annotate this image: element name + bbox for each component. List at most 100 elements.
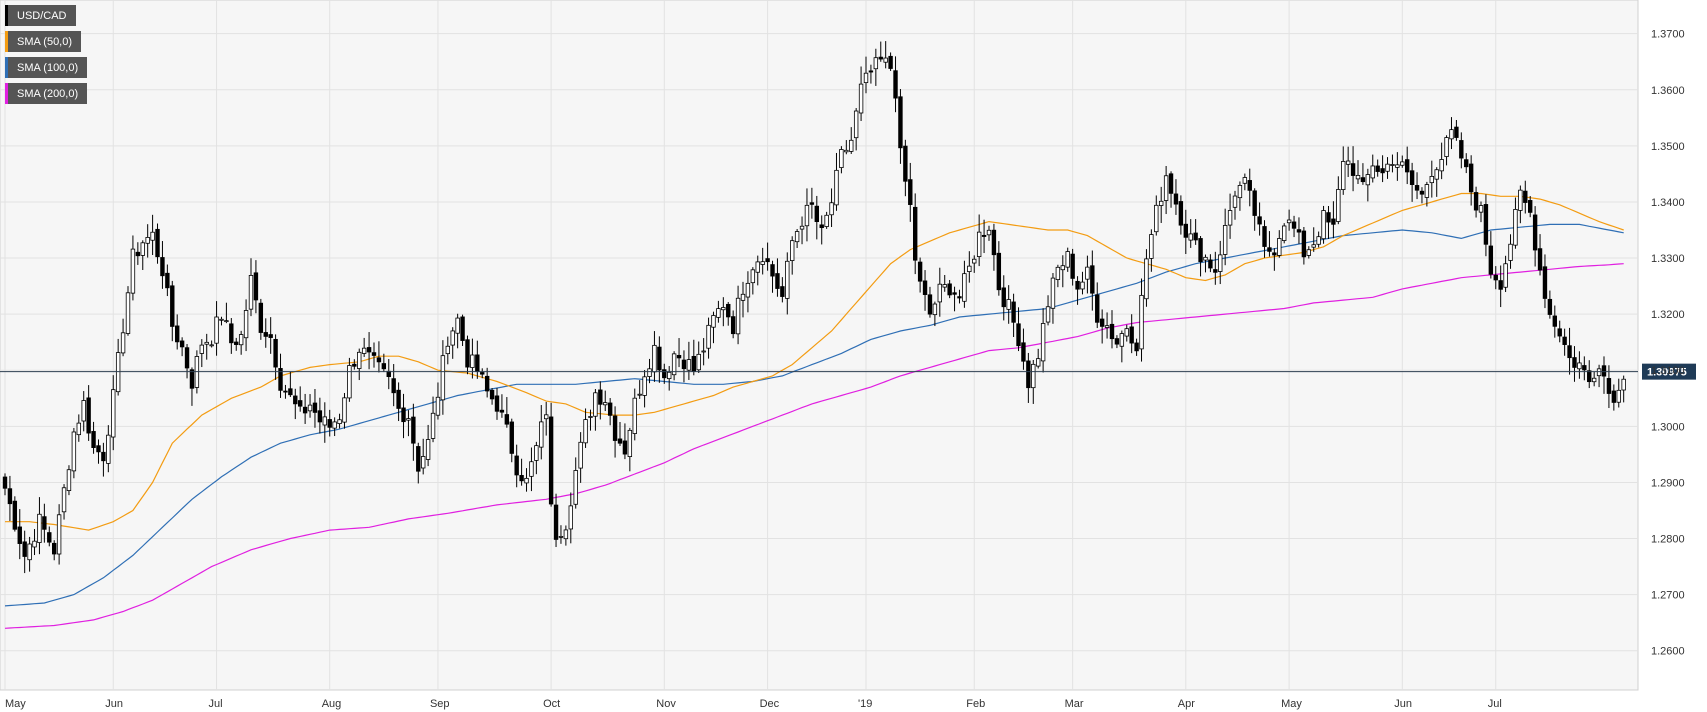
candle bbox=[1326, 205, 1331, 239]
candle-body bbox=[1321, 210, 1326, 240]
candle-body bbox=[189, 369, 195, 389]
candle bbox=[730, 310, 736, 339]
candle bbox=[401, 393, 406, 439]
candle-body bbox=[553, 504, 559, 540]
candle bbox=[1282, 223, 1287, 244]
candle-body bbox=[1021, 342, 1026, 362]
candle bbox=[32, 529, 37, 556]
candle bbox=[706, 317, 711, 359]
candle bbox=[170, 280, 175, 342]
candle-body bbox=[460, 316, 465, 341]
candle bbox=[489, 388, 495, 405]
candle-body bbox=[1055, 266, 1061, 280]
candle-body bbox=[883, 57, 888, 63]
candle-body bbox=[253, 272, 259, 301]
y-tick-label: 1.3500 bbox=[1651, 141, 1685, 153]
candle bbox=[873, 48, 879, 86]
legend-swatch-sma-50 bbox=[5, 31, 8, 52]
candle bbox=[1291, 215, 1297, 238]
candle bbox=[804, 188, 810, 242]
legend-item-sma-200[interactable]: SMA (200,0) bbox=[5, 83, 88, 104]
candle bbox=[932, 301, 938, 327]
candle-body bbox=[588, 416, 593, 418]
x-tick-label: Oct bbox=[543, 698, 560, 710]
candle bbox=[7, 475, 13, 522]
candle-body bbox=[135, 251, 141, 257]
candle bbox=[1316, 231, 1321, 248]
x-tick-label: Mar bbox=[1065, 698, 1084, 710]
candle bbox=[1513, 197, 1518, 249]
candle bbox=[780, 277, 785, 303]
candle-body bbox=[484, 375, 490, 392]
candle bbox=[1065, 247, 1070, 272]
candle bbox=[1567, 327, 1572, 375]
candle bbox=[297, 386, 303, 412]
candle-body bbox=[1385, 163, 1390, 172]
candle bbox=[179, 337, 185, 357]
x-axis: May Jun Jul Aug Sep Oct Nov Dec '19 Feb Mar Apr May J… bbox=[5, 698, 1502, 710]
candle-body bbox=[765, 258, 770, 263]
candle-body bbox=[908, 179, 913, 205]
candle-body bbox=[273, 338, 278, 368]
x-tick-label: Jun bbox=[1394, 698, 1412, 710]
candle-body bbox=[952, 292, 957, 295]
candle bbox=[942, 274, 947, 292]
candle-body bbox=[814, 205, 819, 223]
candle bbox=[1242, 173, 1248, 191]
candle bbox=[799, 216, 805, 245]
candle-body bbox=[1134, 342, 1139, 352]
candle bbox=[617, 422, 623, 446]
candle bbox=[1016, 307, 1021, 352]
legend-item-sma-100[interactable]: SMA (100,0) bbox=[5, 57, 88, 78]
candle-body bbox=[1188, 233, 1193, 241]
candle bbox=[1483, 194, 1489, 257]
candle-body bbox=[32, 540, 37, 548]
candle bbox=[42, 503, 47, 543]
candle bbox=[273, 334, 278, 380]
legend-item-sma-50[interactable]: SMA (50,0) bbox=[5, 31, 82, 52]
candle-body bbox=[174, 325, 180, 343]
candle-body bbox=[450, 330, 455, 346]
candle-body bbox=[750, 269, 756, 284]
candle bbox=[1405, 146, 1410, 185]
candle bbox=[755, 255, 760, 286]
candle-body bbox=[1370, 165, 1375, 179]
candle-body bbox=[514, 455, 519, 476]
candle bbox=[396, 382, 401, 422]
chart-legend: USD/CAD SMA (50,0) SMA (100,0) SMA (200,… bbox=[5, 5, 88, 109]
candle-body bbox=[947, 283, 952, 296]
legend-item-usdcad[interactable]: USD/CAD bbox=[5, 5, 76, 26]
candle bbox=[603, 390, 608, 412]
candle bbox=[563, 525, 569, 546]
candles bbox=[2, 41, 1626, 574]
candle-body bbox=[976, 231, 982, 257]
candle bbox=[1306, 246, 1311, 259]
candle-body bbox=[898, 96, 903, 149]
candle-body bbox=[770, 264, 775, 277]
candle-body bbox=[22, 541, 27, 557]
candle-body bbox=[1109, 323, 1115, 340]
candle bbox=[986, 225, 992, 241]
candle bbox=[1252, 188, 1257, 231]
candle bbox=[1119, 330, 1125, 363]
candle-body bbox=[662, 369, 667, 379]
candle bbox=[445, 336, 450, 365]
candle bbox=[622, 423, 628, 460]
candle-body bbox=[539, 421, 544, 448]
candle-body bbox=[1326, 212, 1331, 223]
candle-body bbox=[1218, 254, 1223, 272]
candle bbox=[307, 394, 313, 418]
candle bbox=[376, 341, 382, 373]
candle-body bbox=[229, 323, 234, 344]
candle bbox=[71, 427, 77, 479]
candle-body bbox=[1424, 184, 1430, 198]
candle bbox=[1606, 365, 1612, 409]
candle bbox=[91, 421, 96, 454]
candle-body bbox=[1282, 225, 1287, 241]
candle bbox=[1390, 154, 1395, 173]
candle-body bbox=[716, 308, 721, 318]
candle-body bbox=[1611, 390, 1617, 403]
candle-body bbox=[760, 261, 765, 265]
candle bbox=[460, 314, 465, 346]
candle bbox=[391, 364, 396, 407]
